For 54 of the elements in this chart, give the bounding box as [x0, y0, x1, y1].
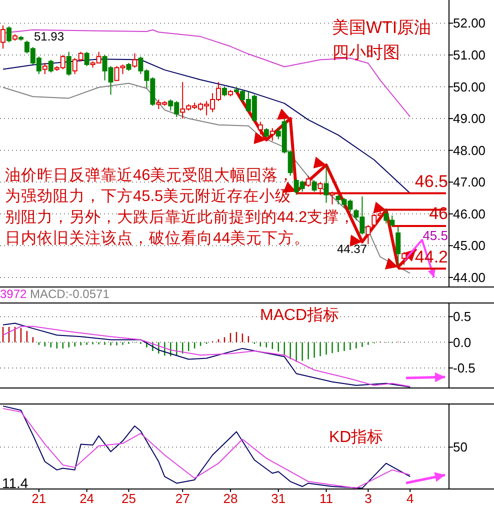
candlestick	[312, 180, 317, 192]
x-tick-label: 27	[175, 491, 190, 505]
y-tick-label: 0.0	[453, 334, 472, 350]
candlestick	[0, 24, 6, 50]
x-tick-label: 31	[271, 491, 286, 505]
text: MACD:-0.0571	[30, 287, 110, 301]
candlestick	[84, 51, 90, 67]
x-tick-label: 24	[80, 491, 94, 505]
candlestick	[402, 252, 407, 266]
annotation: 为强劲阻力，下方45.5美元附近存在小级	[5, 187, 292, 205]
candlestick	[222, 86, 227, 97]
x-tick-label: 4	[406, 491, 414, 505]
candlestick	[264, 128, 269, 138]
x-tick-label: 21	[32, 491, 46, 505]
candlestick	[42, 62, 48, 75]
y-tick-label: 50.00	[453, 79, 486, 94]
x-tick-label: 3	[364, 491, 372, 505]
candlestick	[6, 26, 12, 43]
annotation: 51.93	[34, 29, 64, 44]
ref-line-label: 50	[453, 440, 468, 455]
annotation: 别阻力，另外，大跌后靠近此前提到的44.2支撑，	[5, 208, 356, 226]
x-tick-label: 28	[223, 491, 238, 505]
annotation: 11.4	[2, 475, 28, 491]
y-tick-label: 47.00	[453, 174, 486, 190]
annotation: 44.37	[337, 242, 368, 256]
y-tick-label: 49.00	[453, 111, 486, 126]
text: KD指标	[329, 428, 384, 446]
candlestick	[258, 121, 263, 135]
y-tick-label: 44.00	[453, 270, 486, 285]
y-tick-label: 45.00	[453, 238, 486, 254]
text: 四小时图	[332, 43, 400, 62]
y-tick-label: -0.5	[453, 360, 476, 376]
candlestick	[48, 59, 54, 73]
text: 美国WTI原油	[332, 18, 432, 37]
candlestick	[366, 224, 371, 245]
y-tick-label: 48.00	[453, 142, 486, 158]
candlestick	[396, 226, 401, 266]
chart-title: MACD指标	[260, 306, 340, 324]
text: 3972	[0, 287, 28, 301]
y-tick-label: 52.00	[453, 16, 486, 31]
annotation: 油价昨日反弹靠近46美元受阻大幅回落，	[5, 166, 294, 184]
annotation: 46.5	[414, 172, 448, 192]
candlestick	[132, 52, 138, 68]
candlestick	[270, 128, 275, 142]
y-tick-label: 51.00	[453, 47, 486, 62]
y-tick-label: 0.5	[453, 309, 472, 324]
annotation: 日内依旧关注该点，破位看向44美元下方。	[5, 229, 310, 247]
candlestick	[324, 166, 329, 204]
annotation: 45.5	[422, 228, 448, 243]
y-tick-label: 46.00	[453, 206, 486, 222]
candlestick	[306, 175, 311, 188]
candlestick	[66, 51, 72, 76]
x-tick-label: 11	[320, 491, 334, 505]
x-tick-label: 25	[121, 491, 136, 505]
